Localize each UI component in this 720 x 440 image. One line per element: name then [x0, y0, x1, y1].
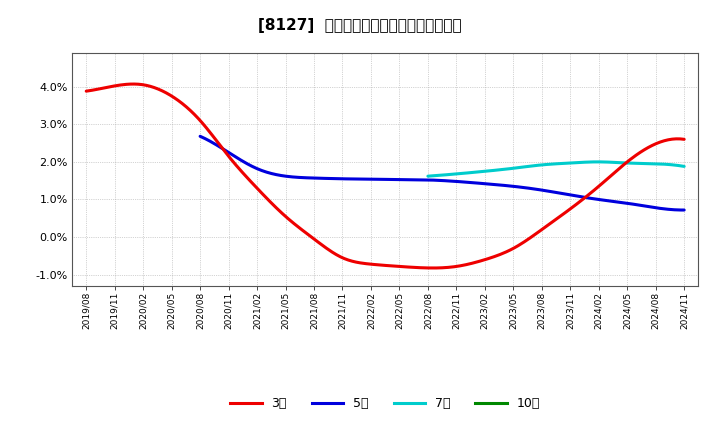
Legend: 3年, 5年, 7年, 10年: 3年, 5年, 7年, 10年 — [225, 392, 545, 415]
Text: [8127]  経常利益マージンの平均値の推移: [8127] 経常利益マージンの平均値の推移 — [258, 18, 462, 33]
